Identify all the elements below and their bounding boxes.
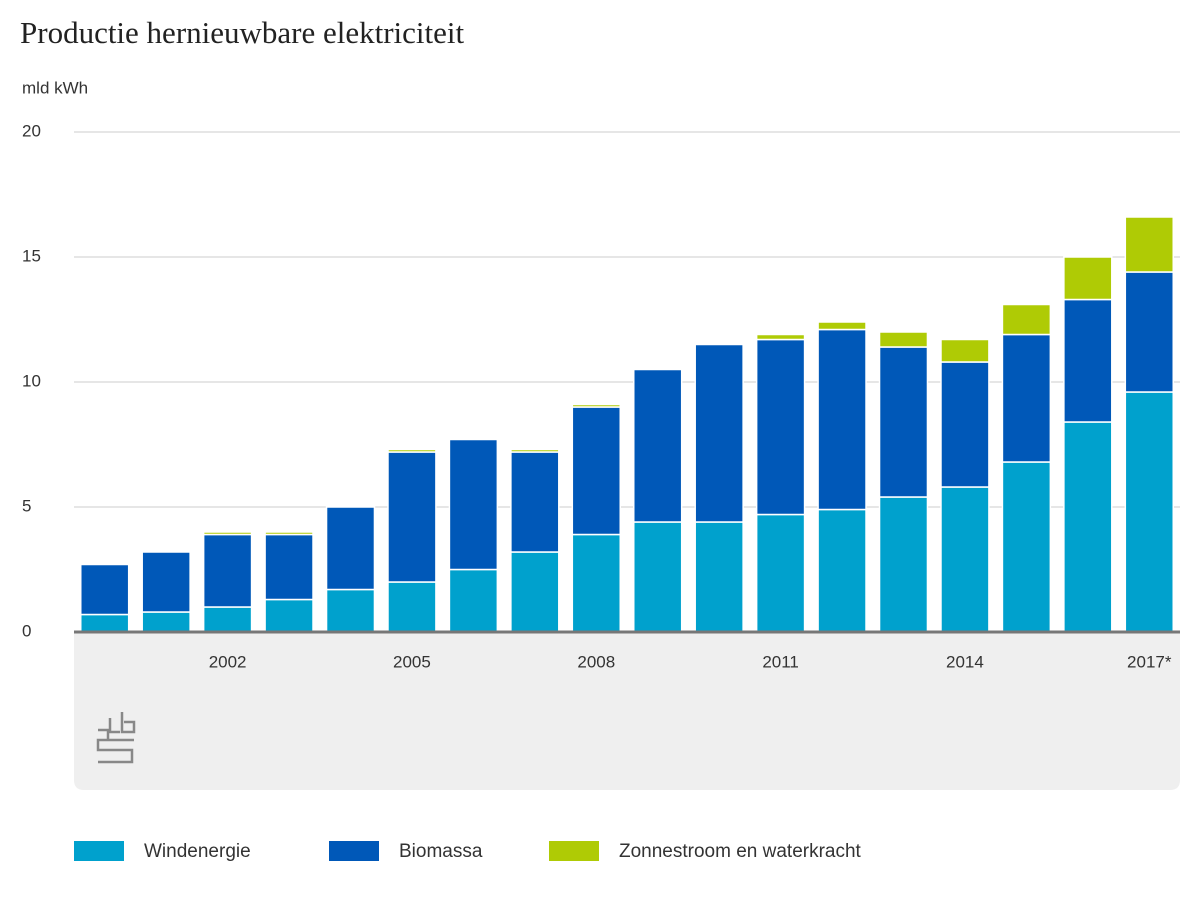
bar-segment xyxy=(694,343,744,523)
x-tick-label: 2002 xyxy=(209,652,247,671)
bar-segment xyxy=(1124,391,1174,633)
bar-segment xyxy=(325,588,376,633)
x-tick-label: 2005 xyxy=(393,652,431,671)
y-axis-label: mld kWh xyxy=(22,78,88,97)
y-tick-label: 0 xyxy=(22,621,31,640)
bar-segment xyxy=(202,533,253,608)
bar-segment xyxy=(694,521,744,633)
bar-segment xyxy=(940,361,990,488)
bar-segment xyxy=(141,611,191,633)
legend-swatch xyxy=(74,841,124,861)
bar-segment xyxy=(387,451,437,583)
bar-segment xyxy=(755,513,806,633)
bar-segment xyxy=(633,521,683,633)
bar-segment xyxy=(448,568,499,633)
bar-segment xyxy=(1063,298,1113,423)
bar-segment xyxy=(141,551,191,613)
bar-segment xyxy=(80,563,130,616)
bar-segment xyxy=(571,406,621,536)
bar-segment xyxy=(571,533,621,633)
bar-segment xyxy=(940,486,990,633)
bar-segment xyxy=(1063,256,1113,301)
y-tick-label: 10 xyxy=(22,371,41,390)
bar-segment xyxy=(387,448,437,453)
bar-segment xyxy=(264,533,314,601)
logo xyxy=(96,712,136,764)
bar-segment xyxy=(510,448,560,453)
legend-label: Biomassa xyxy=(399,841,483,862)
bar-segment xyxy=(202,531,253,536)
legend-label: Zonnestroom en waterkracht xyxy=(619,841,862,862)
x-tick-label: 2008 xyxy=(577,652,615,671)
bar-segment xyxy=(878,496,929,633)
chart-title: Productie hernieuwbare elektriciteit xyxy=(20,15,465,50)
bar-segment xyxy=(878,331,929,348)
bar-segment xyxy=(510,551,560,633)
bar-segment xyxy=(817,321,867,331)
y-tick-label: 15 xyxy=(22,246,41,265)
bar-segment xyxy=(264,598,314,633)
bar-segment xyxy=(510,451,560,553)
bar-segment xyxy=(817,328,867,511)
bar-segment xyxy=(80,613,130,633)
bar-segment xyxy=(325,506,376,591)
x-tick-label: 2014 xyxy=(946,652,984,671)
y-tick-label: 5 xyxy=(22,496,31,515)
x-axis-panel xyxy=(74,632,1180,790)
x-tick-label: 2011 xyxy=(762,652,799,671)
legend-swatch xyxy=(549,841,599,861)
bar-segment xyxy=(202,606,253,633)
bar-segment xyxy=(1124,216,1174,273)
bar-segment xyxy=(633,368,683,523)
bar-segment xyxy=(755,338,806,516)
bar-segment xyxy=(264,531,314,536)
bar-segment xyxy=(878,346,929,498)
bar-segment xyxy=(1124,271,1174,393)
bar-segment xyxy=(1001,333,1052,463)
x-tick-label: 2017* xyxy=(1127,652,1172,671)
bar-segment xyxy=(1001,303,1052,336)
bar-segment xyxy=(940,338,990,363)
bar-segment xyxy=(1001,461,1052,633)
legend-label: Windenergie xyxy=(144,841,251,862)
bar-segment xyxy=(448,438,499,571)
legend-swatch xyxy=(329,841,379,861)
bar-segment xyxy=(387,581,437,633)
bar-segment xyxy=(817,508,867,633)
y-tick-label: 20 xyxy=(22,121,41,140)
bar-segment xyxy=(755,333,806,341)
bar-segment xyxy=(571,403,621,408)
bar-segment xyxy=(1063,421,1113,633)
